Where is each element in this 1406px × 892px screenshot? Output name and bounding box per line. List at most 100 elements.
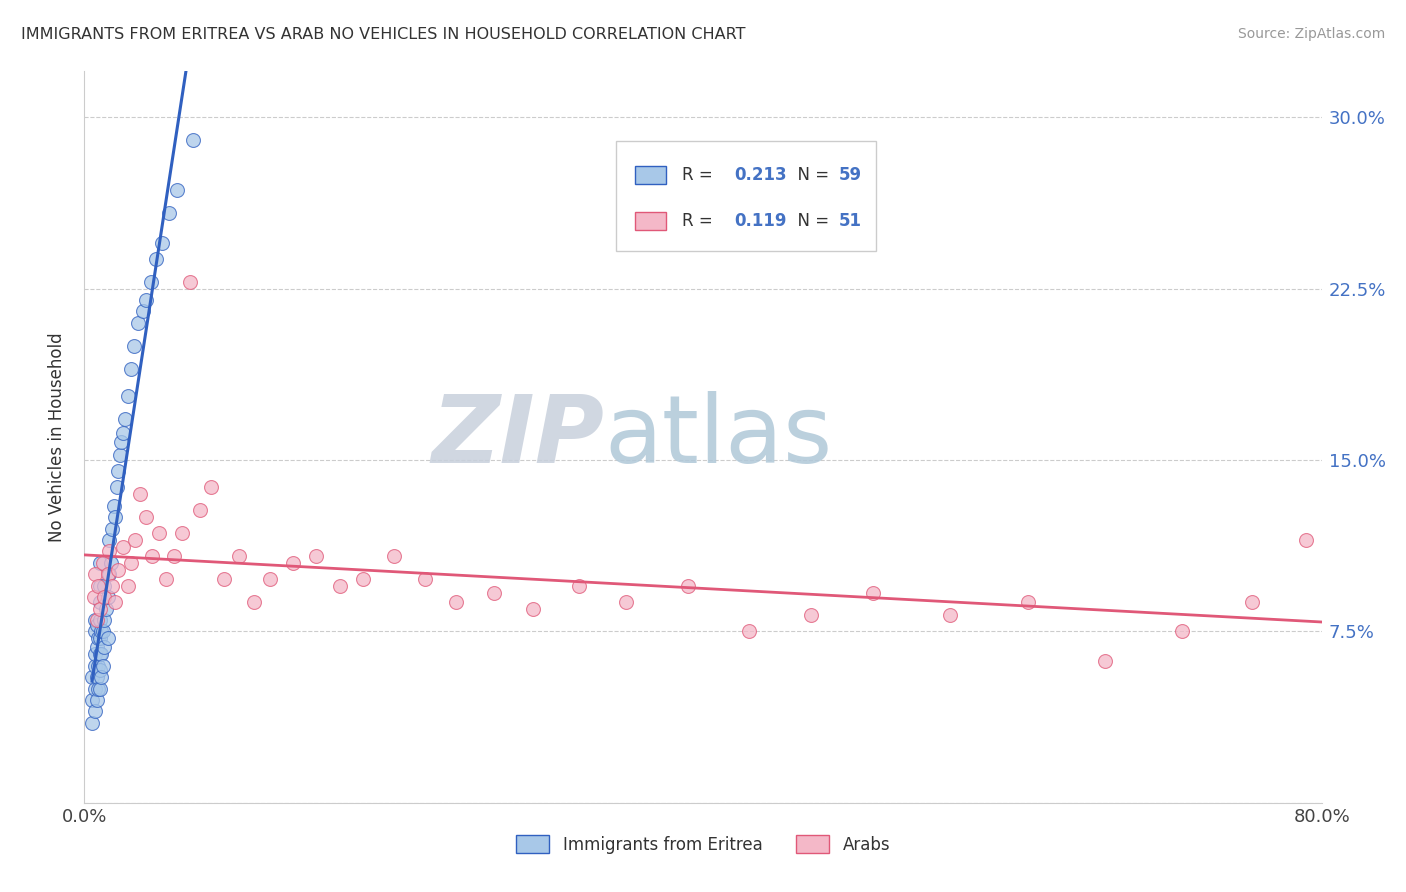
- Point: [87, 632, 110, 646]
- Point: [89, 681, 111, 696]
- Point: [444, 595, 467, 609]
- Point: [82, 693, 104, 707]
- Point: [148, 526, 170, 541]
- Point: [83, 590, 105, 604]
- Text: IMMIGRANTS FROM ERITREA VS ARAB NO VEHICLES IN HOUSEHOLD CORRELATION CHART: IMMIGRANTS FROM ERITREA VS ARAB NO VEHIC…: [21, 27, 745, 42]
- FancyBboxPatch shape: [636, 166, 666, 185]
- Point: [101, 521, 124, 535]
- Point: [676, 579, 699, 593]
- Point: [107, 464, 129, 478]
- Point: [1094, 654, 1116, 668]
- Point: [89, 613, 111, 627]
- FancyBboxPatch shape: [636, 212, 666, 230]
- Point: [91, 556, 114, 570]
- Point: [89, 579, 111, 593]
- Point: [738, 624, 761, 639]
- Point: [82, 715, 104, 730]
- Point: [163, 549, 186, 563]
- Point: [86, 670, 108, 684]
- Point: [145, 252, 167, 266]
- Point: [89, 663, 111, 677]
- Point: [94, 601, 117, 615]
- Point: [120, 361, 142, 376]
- Point: [103, 499, 125, 513]
- Text: ZIP: ZIP: [432, 391, 605, 483]
- Point: [522, 601, 544, 615]
- Point: [90, 647, 112, 661]
- Point: [259, 572, 281, 586]
- Point: [90, 670, 112, 684]
- Point: [91, 624, 114, 639]
- Point: [108, 449, 131, 463]
- Point: [117, 389, 139, 403]
- Point: [98, 533, 121, 547]
- Point: [89, 632, 111, 646]
- Point: [89, 595, 111, 609]
- Point: [129, 487, 152, 501]
- Text: Source: ZipAtlas.com: Source: ZipAtlas.com: [1237, 27, 1385, 41]
- Text: R =: R =: [682, 212, 718, 230]
- Point: [84, 705, 107, 719]
- Point: [90, 624, 112, 639]
- Point: [135, 510, 157, 524]
- Point: [96, 632, 118, 646]
- Text: 0.119: 0.119: [734, 212, 786, 230]
- Text: R =: R =: [682, 166, 718, 185]
- Point: [328, 579, 352, 593]
- Point: [150, 235, 173, 250]
- Point: [98, 567, 121, 582]
- Point: [181, 133, 204, 147]
- Point: [159, 206, 180, 220]
- Point: [413, 572, 436, 586]
- Point: [166, 183, 188, 197]
- Point: [93, 640, 115, 655]
- Point: [120, 556, 142, 570]
- Point: [141, 549, 163, 563]
- Point: [82, 670, 104, 684]
- Point: [188, 503, 211, 517]
- Point: [1240, 595, 1263, 609]
- Point: [614, 595, 637, 609]
- Text: atlas: atlas: [605, 391, 832, 483]
- Point: [200, 480, 222, 494]
- Point: [98, 544, 121, 558]
- Point: [939, 608, 962, 623]
- Point: [93, 613, 115, 627]
- Point: [305, 549, 328, 563]
- Point: [568, 579, 591, 593]
- Point: [243, 595, 266, 609]
- Point: [84, 658, 107, 673]
- Point: [101, 579, 124, 593]
- Point: [96, 590, 118, 604]
- Point: [179, 275, 201, 289]
- Point: [1171, 624, 1194, 639]
- Point: [89, 647, 111, 661]
- Point: [87, 658, 110, 673]
- Point: [86, 693, 108, 707]
- Point: [89, 601, 111, 615]
- Point: [84, 647, 107, 661]
- Point: [117, 579, 139, 593]
- Text: N =: N =: [787, 166, 835, 185]
- Point: [281, 556, 305, 570]
- Point: [104, 510, 127, 524]
- Y-axis label: No Vehicles in Household: No Vehicles in Household: [48, 332, 66, 542]
- Point: [84, 567, 107, 582]
- Point: [352, 572, 374, 586]
- Point: [84, 613, 107, 627]
- Point: [114, 412, 136, 426]
- Point: [800, 608, 823, 623]
- Point: [127, 316, 149, 330]
- Point: [93, 579, 115, 593]
- Point: [155, 572, 177, 586]
- Point: [112, 425, 135, 440]
- Point: [86, 617, 108, 632]
- Text: 0.213: 0.213: [734, 166, 786, 185]
- Text: 59: 59: [839, 166, 862, 185]
- Point: [100, 556, 122, 570]
- Point: [484, 585, 506, 599]
- Point: [132, 304, 155, 318]
- Point: [139, 275, 162, 289]
- FancyBboxPatch shape: [616, 141, 876, 251]
- Point: [89, 556, 111, 570]
